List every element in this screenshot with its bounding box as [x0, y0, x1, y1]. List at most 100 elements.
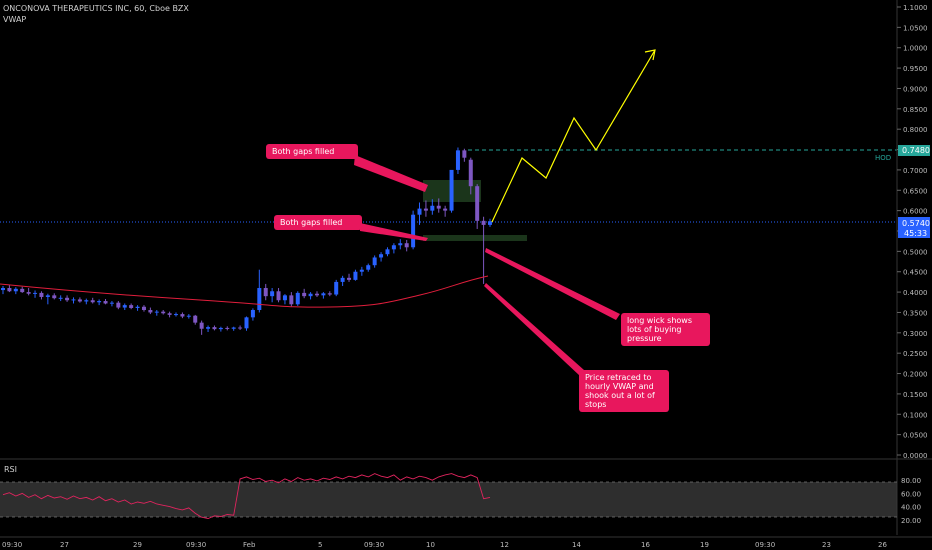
candle-body [122, 305, 127, 308]
rsi-line [2, 473, 491, 519]
candle [455, 147, 460, 174]
candle-body [308, 293, 313, 297]
candle-body [443, 208, 448, 211]
price-tick-label: 0.4000 [903, 289, 928, 297]
candles [1, 147, 492, 335]
candle [58, 295, 63, 302]
vwap-indicator-label[interactable]: VWAP [3, 15, 27, 24]
candle [250, 308, 255, 321]
candle-body [270, 291, 275, 297]
candle [391, 243, 396, 254]
annotation-wick[interactable]: long wick shows lots of buying pressure [621, 313, 710, 346]
time-axis[interactable]: 09:30 27 29 09:30 Feb 5 09:30 10 12 14 16 19 09:30 23… [2, 541, 887, 549]
candle [103, 299, 108, 305]
candle-body [455, 150, 460, 170]
time-tick-label: 27 [60, 541, 69, 549]
candle-body [353, 271, 358, 280]
candle-body [391, 245, 396, 250]
candle-body [65, 297, 70, 301]
candle-body [116, 302, 121, 308]
projection-arrow [491, 49, 656, 223]
candle-body [186, 315, 191, 317]
candle-body [430, 205, 435, 211]
price-tick-label: 0.4500 [903, 269, 928, 277]
annotation-vwap[interactable]: Price retraced to hourly VWAP and shook … [579, 370, 669, 412]
time-tick-label: 10 [426, 541, 435, 549]
time-tick-label: 19 [700, 541, 709, 549]
candle-body [411, 214, 416, 248]
candle-body [129, 305, 134, 308]
candle-body [289, 295, 294, 305]
candle [468, 157, 473, 195]
price-tick-label: 0.3000 [903, 330, 928, 338]
candle-body [321, 293, 326, 296]
candle-body [379, 254, 384, 258]
candle-body [250, 310, 255, 318]
countdown-label: 45:33 [904, 229, 927, 238]
candle [109, 301, 114, 307]
projection-arrowhead [644, 49, 656, 61]
annotation-gap-bottom[interactable]: Both gaps filled [274, 215, 362, 230]
rsi-tick-label: 20.00 [901, 517, 921, 525]
time-tick-label: Feb [243, 541, 256, 549]
time-tick-label: 09:30 [755, 541, 775, 549]
candle [462, 148, 467, 162]
candle-body [244, 317, 249, 329]
candle [20, 286, 25, 293]
candle [26, 288, 31, 296]
candle-body [488, 221, 492, 225]
time-tick-label: 09:30 [364, 541, 384, 549]
candle [481, 216, 486, 284]
time-tick-label: 09:30 [2, 541, 22, 549]
candle [45, 293, 50, 305]
candle-body [167, 313, 172, 315]
last-price-bg [898, 217, 930, 238]
annotation-gap-top[interactable]: Both gaps filled [266, 144, 358, 159]
pointer-gap-bottom [360, 223, 428, 241]
hod-label-bg [898, 145, 930, 156]
candle [295, 291, 300, 306]
rsi-title: RSI [4, 465, 17, 474]
candle [430, 199, 435, 215]
candle [334, 279, 339, 297]
candle-body [20, 288, 25, 293]
candle-body [135, 306, 140, 308]
candle [84, 298, 89, 305]
candle-body [257, 288, 262, 311]
candle-body [77, 299, 82, 302]
candle-body [33, 292, 38, 294]
time-tick-label: 16 [641, 541, 650, 549]
rsi-tick-label: 60.00 [901, 490, 921, 498]
candle-body [302, 292, 307, 297]
candle-body [103, 301, 108, 304]
candle [347, 273, 352, 282]
candle-body [154, 311, 159, 313]
candle-body [238, 327, 243, 329]
candle [129, 303, 134, 310]
symbol-title: ONCONOVA THERAPEUTICS INC, 60, Cboe BZX [3, 4, 189, 13]
candle [116, 301, 121, 310]
rsi-band [0, 482, 897, 517]
candle [359, 266, 364, 276]
price-tick-label: 0.8000 [903, 126, 928, 134]
pointer-vwap [484, 283, 584, 376]
candle-body [436, 205, 441, 209]
price-tick-label: 0.8500 [903, 106, 928, 114]
candle [353, 269, 358, 281]
candle-body [45, 295, 50, 297]
candle [436, 198, 441, 213]
candle [33, 290, 38, 298]
candle [206, 325, 211, 333]
price-tick-label: 0.6000 [903, 208, 928, 216]
rsi-axis: 80.00 60.00 40.00 20.00 [901, 477, 921, 525]
candle-body [359, 269, 364, 272]
candle-body [398, 243, 403, 246]
candle-body [90, 300, 95, 303]
pointer-wick [485, 248, 620, 320]
price-tick-label: 1.0500 [903, 24, 928, 32]
candle [167, 311, 172, 318]
price-tick-label: 0.3500 [903, 309, 928, 317]
candle [327, 291, 332, 297]
candle-body [206, 327, 211, 329]
